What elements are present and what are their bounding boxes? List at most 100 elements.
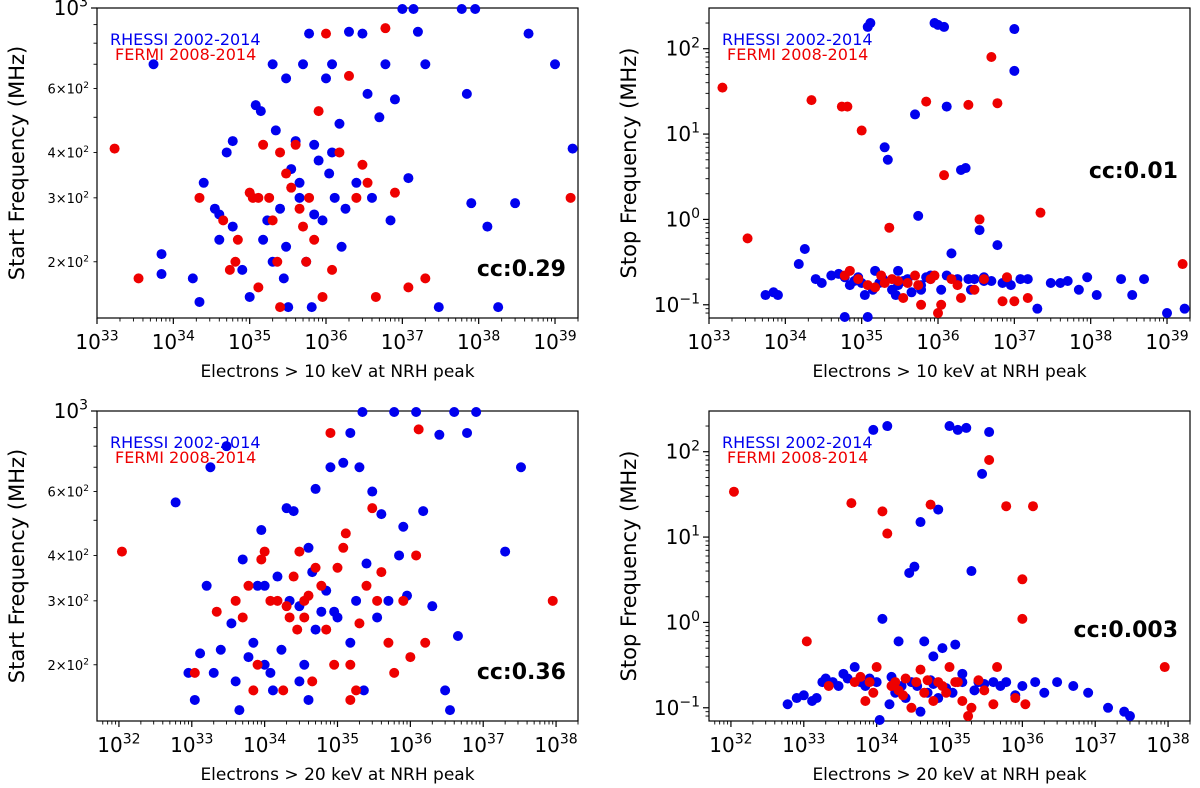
fermi-point bbox=[420, 273, 431, 284]
fermi-point bbox=[921, 96, 932, 107]
x-tick-label: 1035 bbox=[316, 732, 359, 757]
rhessi-point bbox=[782, 699, 793, 710]
correlation-annotation: cc:0.01 bbox=[1089, 159, 1178, 184]
rhessi-point bbox=[327, 59, 338, 70]
fermi-point bbox=[389, 667, 400, 678]
rhessi-point bbox=[329, 192, 340, 203]
fermi-point bbox=[329, 659, 340, 670]
legend-rhessi: RHESSI 2002-2014 bbox=[722, 30, 873, 49]
rhessi-point bbox=[275, 203, 286, 214]
fermi-point bbox=[299, 612, 310, 623]
x-tick-label: 1036 bbox=[389, 732, 432, 757]
fermi-point bbox=[856, 125, 867, 136]
fermi-point bbox=[321, 28, 332, 39]
fermi-point bbox=[316, 580, 327, 591]
fermi-point bbox=[898, 293, 909, 304]
fermi-point bbox=[286, 182, 297, 193]
rhessi-point bbox=[420, 59, 431, 70]
rhessi-point bbox=[957, 668, 968, 679]
rhessi-point bbox=[936, 284, 947, 295]
fermi-point bbox=[309, 234, 320, 245]
fermi-point bbox=[325, 427, 336, 438]
fermi-point bbox=[332, 562, 343, 573]
fermi-point bbox=[879, 277, 890, 288]
fermi-point bbox=[380, 23, 391, 34]
rhessi-point bbox=[156, 249, 167, 260]
rhessi-point bbox=[170, 497, 181, 508]
rhessi-point bbox=[327, 147, 338, 158]
fermi-point bbox=[928, 696, 939, 707]
fermi-point bbox=[275, 147, 286, 158]
rhessi-point bbox=[310, 483, 321, 494]
fermi-point bbox=[944, 662, 955, 673]
rhessi-point bbox=[267, 685, 278, 696]
rhessi-point bbox=[1017, 680, 1028, 691]
rhessi-point bbox=[952, 424, 963, 435]
fermi-point bbox=[301, 256, 312, 267]
fermi-point bbox=[230, 256, 241, 267]
rhessi-point bbox=[283, 302, 294, 313]
rhessi-point bbox=[452, 631, 463, 642]
rhessi-point bbox=[839, 312, 850, 322]
fermi-point bbox=[1028, 501, 1039, 512]
fermi-point bbox=[304, 192, 315, 203]
rhessi-point bbox=[1073, 284, 1084, 295]
x-tick-label: 1034 bbox=[152, 329, 195, 354]
rhessi-point bbox=[418, 506, 429, 517]
rhessi-point bbox=[915, 706, 926, 717]
fermi-point bbox=[1020, 699, 1031, 710]
rhessi-point bbox=[255, 106, 266, 117]
rhessi-point bbox=[893, 636, 904, 647]
y-tick-label: 101 bbox=[666, 524, 700, 549]
fermi-point bbox=[925, 499, 936, 510]
rhessi-point bbox=[338, 457, 349, 468]
rhessi-point bbox=[310, 624, 321, 635]
rhessi-point bbox=[313, 155, 324, 166]
fermi-point bbox=[823, 680, 834, 691]
fermi-point bbox=[929, 270, 940, 281]
fermi-point bbox=[939, 170, 950, 181]
rhessi-point bbox=[862, 312, 873, 322]
x-axis-label: Electrons > 10 keV at NRH peak bbox=[200, 362, 474, 382]
rhessi-point bbox=[376, 509, 387, 520]
x-tick-label: 1032 bbox=[709, 732, 752, 757]
x-tick-label: 1035 bbox=[228, 329, 271, 354]
fermi-point bbox=[902, 277, 913, 288]
fermi-point bbox=[383, 637, 394, 648]
y-tick-label: 102 bbox=[666, 438, 700, 463]
rhessi-point bbox=[243, 652, 254, 663]
y-minor-tick-label: 6×102 bbox=[47, 81, 89, 97]
fermi-point bbox=[288, 571, 299, 582]
rhessi-point bbox=[833, 680, 844, 691]
rhessi-point bbox=[877, 613, 888, 624]
rhessi-point bbox=[960, 163, 971, 174]
fermi-point bbox=[398, 595, 409, 606]
y-minor-tick-label: 2×102 bbox=[47, 657, 89, 673]
fermi-point bbox=[915, 664, 926, 675]
rhessi-point bbox=[276, 644, 287, 655]
fermi-point bbox=[1017, 574, 1028, 585]
fermi-point bbox=[1017, 613, 1028, 624]
panel-top-right: 1033 1034 1035 1036 1037 1038 1039 10−1 100 101 10… bbox=[617, 7, 1191, 382]
fermi-point bbox=[871, 662, 882, 673]
rhessi-point bbox=[1062, 275, 1073, 286]
rhessi-point bbox=[523, 28, 534, 39]
rhessi-point bbox=[259, 659, 270, 670]
rhessi-point bbox=[1009, 65, 1020, 76]
rhessi-point bbox=[270, 125, 281, 136]
rhessi-point bbox=[205, 462, 216, 473]
fermi-point bbox=[864, 677, 875, 688]
rhessi-point bbox=[334, 118, 345, 129]
rhessi-point bbox=[278, 273, 289, 284]
fermi-point bbox=[292, 624, 303, 635]
fermi-point bbox=[846, 498, 857, 509]
fermi-point bbox=[1009, 296, 1020, 307]
fermi-point bbox=[272, 595, 283, 606]
fermi-point bbox=[133, 273, 144, 284]
rhessi-point bbox=[259, 580, 270, 591]
correlation-annotation: cc:0.36 bbox=[477, 660, 566, 685]
rhessi-point bbox=[332, 612, 343, 623]
rhessi-point bbox=[156, 269, 167, 280]
fermi-point bbox=[284, 612, 295, 623]
fermi-point bbox=[1010, 693, 1021, 704]
